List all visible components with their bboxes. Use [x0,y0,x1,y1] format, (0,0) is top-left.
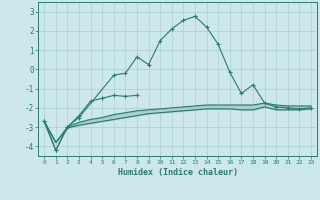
X-axis label: Humidex (Indice chaleur): Humidex (Indice chaleur) [118,168,238,177]
